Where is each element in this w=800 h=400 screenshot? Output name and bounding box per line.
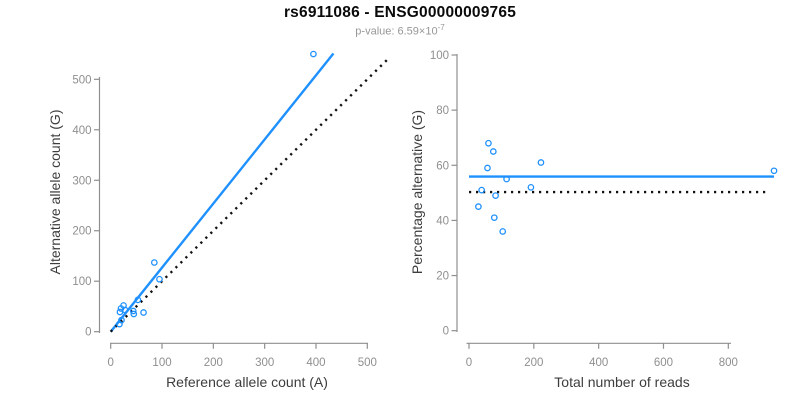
y-tick-label: 40: [436, 215, 449, 227]
y-tick-label: 0: [85, 327, 91, 339]
y-tick-label: 300: [72, 175, 91, 187]
data-point: [140, 309, 147, 316]
data-point: [116, 308, 124, 316]
y-tick-label: 60: [436, 160, 449, 172]
x-tick-label: 300: [255, 357, 274, 369]
page-title: rs6911086 - ENSG00000009765: [283, 4, 517, 21]
y-tick-label: 200: [72, 226, 91, 238]
x-tick-label: 600: [654, 357, 673, 369]
y-tick-label: 80: [436, 105, 449, 117]
data-point: [150, 259, 158, 266]
data-point: [484, 164, 491, 172]
x-tick-label: 800: [719, 357, 738, 369]
data-point: [156, 275, 163, 283]
x-tick-label: 400: [306, 357, 325, 369]
x-tick-label: 0: [466, 357, 472, 369]
fit-line: [109, 52, 335, 333]
data-point: [489, 148, 497, 155]
data-point: [478, 186, 485, 194]
data-point: [527, 183, 535, 191]
data-point: [117, 305, 125, 312]
y-tick-label: 100: [72, 276, 91, 288]
left-y-axis-label: Alternative allele count (G): [47, 109, 63, 275]
data-point: [475, 203, 482, 210]
data-point: [499, 228, 507, 235]
data-point: [770, 167, 778, 175]
data-point: [490, 214, 498, 222]
y-tick-label: 20: [436, 271, 449, 283]
data-point: [130, 310, 138, 318]
data-point: [129, 307, 137, 315]
pvalue-subtitle: p-value: 6.59×10-7: [0, 23, 800, 38]
x-tick-label: 100: [152, 357, 171, 369]
x-tick-label: 400: [589, 357, 608, 369]
left-x-axis-label: Reference allele count (A): [166, 374, 328, 390]
identity-line: [109, 57, 390, 333]
data-point: [485, 139, 492, 147]
x-tick-label: 500: [358, 357, 377, 369]
y-tick-label: 100: [430, 50, 449, 62]
y-tick-label: 400: [72, 125, 91, 137]
data-point: [503, 175, 510, 183]
data-point: [492, 192, 499, 199]
right-y-axis-label: Percentage alternative (G): [409, 109, 425, 275]
x-tick-label: 200: [204, 357, 223, 369]
right-x-axis-label: Total number of reads: [554, 374, 690, 390]
x-tick-label: 0: [107, 357, 113, 369]
y-tick-label: 500: [72, 74, 91, 86]
data-point: [537, 159, 545, 166]
pvalue-base: p-value: 6.59×10: [355, 25, 438, 38]
data-point: [310, 50, 317, 58]
data-point: [134, 296, 142, 304]
pvalue-exponent: -7: [437, 23, 445, 32]
y-tick-label: 0: [443, 326, 449, 338]
x-tick-label: 200: [524, 357, 543, 369]
data-point: [116, 320, 123, 328]
